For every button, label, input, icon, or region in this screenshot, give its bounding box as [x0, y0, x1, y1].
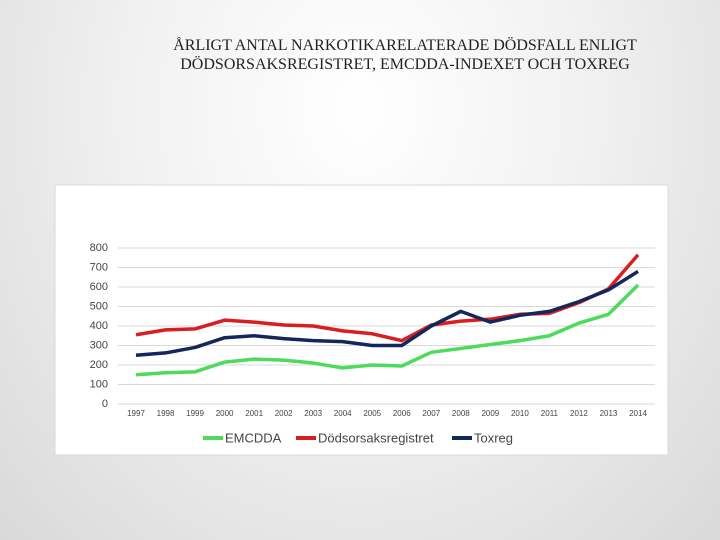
x-tick-label: 1998	[157, 409, 175, 418]
x-tick-label: 1999	[186, 409, 204, 418]
x-tick-label: 2004	[334, 409, 352, 418]
legend-label: Toxreg	[474, 430, 513, 445]
x-tick-label: 2008	[452, 409, 470, 418]
y-tick-label: 600	[90, 281, 108, 293]
x-tick-label: 2007	[422, 409, 440, 418]
x-tick-label: 2003	[304, 409, 322, 418]
series-line	[135, 283, 640, 377]
x-tick-label: 2009	[481, 409, 499, 418]
chart-title: ÅRLIGT ANTAL NARKOTIKARELATERADE DÖDSFAL…	[173, 37, 637, 73]
x-tick-label: 2005	[363, 409, 381, 418]
y-tick-label: 0	[102, 398, 108, 410]
legend-label: Dödsorsaksregistret	[318, 430, 434, 445]
x-tick-label: 2002	[275, 409, 293, 418]
y-tick-label: 100	[90, 378, 108, 390]
x-tick-label: 2014	[629, 409, 647, 418]
x-tick-label: 1997	[127, 409, 145, 418]
x-tick-label: 2013	[600, 409, 618, 418]
x-tick-label: 2011	[541, 409, 559, 418]
y-tick-label: 400	[90, 320, 108, 332]
y-tick-label: 300	[90, 339, 108, 351]
plot-panel	[54, 184, 669, 456]
x-tick-label: 2000	[216, 409, 234, 418]
legend-label: EMCDDA	[225, 430, 282, 445]
x-tick-label: 2001	[245, 409, 263, 418]
y-tick-label: 200	[90, 359, 108, 371]
y-tick-label: 700	[90, 261, 108, 273]
series-line	[135, 269, 639, 357]
x-tick-label: 2012	[570, 409, 588, 418]
y-tick-label: 800	[90, 242, 108, 254]
x-tick-label: 2010	[511, 409, 529, 418]
x-tick-label: 2006	[393, 409, 411, 418]
y-tick-label: 500	[90, 300, 108, 312]
